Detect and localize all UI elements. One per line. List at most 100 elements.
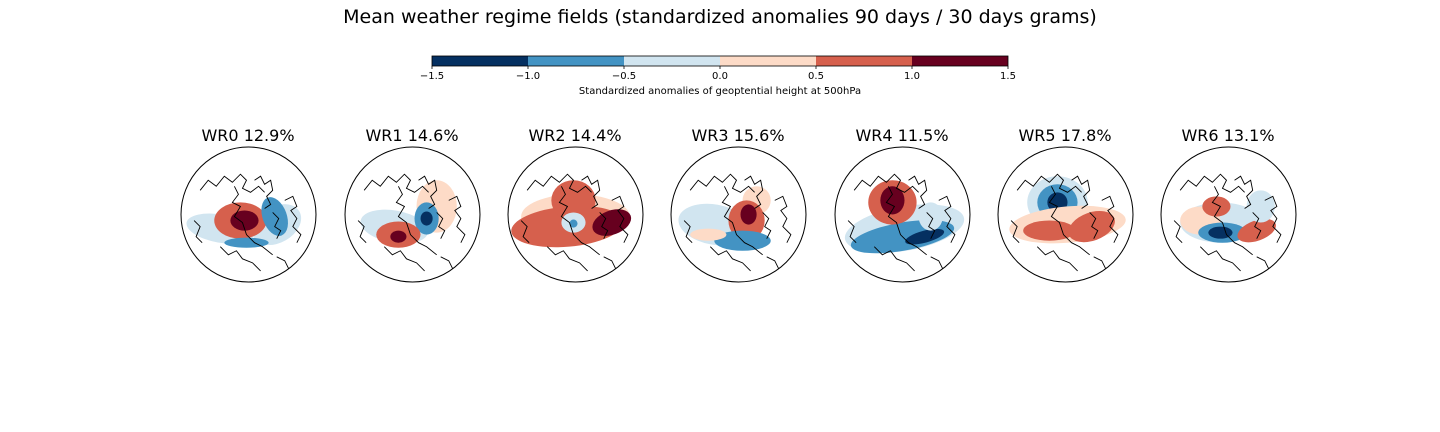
anomaly-contour xyxy=(569,219,578,228)
coastline xyxy=(744,175,764,209)
coastline xyxy=(395,186,437,256)
regime-panel-wr1: WR1 14.6% xyxy=(332,124,492,294)
map-boundary xyxy=(834,146,971,283)
polar-map xyxy=(834,146,971,283)
coastline xyxy=(689,173,755,193)
coastline xyxy=(1101,195,1119,243)
anomaly-contour xyxy=(551,180,596,221)
coastline xyxy=(611,195,629,243)
coastline xyxy=(284,195,302,243)
polar-map xyxy=(670,146,807,283)
coastline xyxy=(599,212,609,239)
coastline xyxy=(357,220,367,244)
colorbar-tick-label: 1.5 xyxy=(1000,71,1016,82)
polar-map xyxy=(180,146,317,283)
coastline xyxy=(938,195,956,243)
colorbar: −1.5 −1.0 −0.5 0.0 0.5 1.0 1.5 Standardized ano… xyxy=(420,55,1016,97)
map-boundary xyxy=(180,146,317,283)
coastline xyxy=(1010,220,1020,244)
map-boundary xyxy=(344,146,481,283)
colorbar-tick-label: −0.5 xyxy=(612,71,636,82)
coastline xyxy=(766,256,780,270)
coastline xyxy=(709,246,751,272)
coastline xyxy=(520,220,530,244)
regime-panel-wr6: WR6 13.1% xyxy=(1148,124,1308,294)
map-boundary xyxy=(507,146,644,283)
coastline xyxy=(436,212,446,239)
panel-title: WR2 14.4% xyxy=(528,126,622,145)
polar-map xyxy=(997,146,1134,283)
colorbar-segment xyxy=(720,56,816,66)
anomaly-contour xyxy=(880,186,905,215)
coastline xyxy=(193,220,203,244)
map-boundary xyxy=(670,146,807,283)
coastline xyxy=(1211,186,1253,256)
colorbar-segment xyxy=(432,56,528,66)
regime-panel-wr0: WR0 12.9% xyxy=(168,124,328,294)
coastline xyxy=(363,173,429,193)
panel-title: WR4 11.5% xyxy=(855,126,949,145)
coastline xyxy=(1071,175,1091,209)
coastline xyxy=(1256,256,1270,270)
coastline xyxy=(930,256,944,270)
coastline xyxy=(276,256,290,270)
coastline xyxy=(1093,256,1107,270)
coastline xyxy=(1199,246,1241,272)
panel-title: WR5 17.8% xyxy=(1018,126,1112,145)
anomaly-contour xyxy=(420,211,433,226)
coastline xyxy=(219,246,261,272)
anomaly-contour xyxy=(230,210,259,231)
colorbar-segment xyxy=(528,56,624,66)
colorbar-tick-label: −1.0 xyxy=(516,71,540,82)
coastline xyxy=(721,186,763,256)
map-boundary xyxy=(1160,146,1297,283)
anomaly-contour xyxy=(224,237,269,248)
anomaly-contour xyxy=(1246,190,1275,223)
map-background xyxy=(345,147,480,282)
coastline xyxy=(853,173,919,193)
anomaly-contour xyxy=(261,197,288,236)
regime-panel-wr3: WR3 15.6% xyxy=(658,124,818,294)
coastline xyxy=(1089,212,1099,239)
coastline xyxy=(1016,173,1082,193)
panel-title: WR1 14.6% xyxy=(365,126,459,145)
regime-panel-wr5: WR5 17.8% xyxy=(985,124,1145,294)
coastline xyxy=(558,186,600,256)
coastline xyxy=(440,256,454,270)
figure-title: Mean weather regime fields (standardized… xyxy=(343,6,1097,28)
panel-title: WR6 13.1% xyxy=(1181,126,1275,145)
polar-map xyxy=(344,146,481,283)
panel-title: WR3 15.6% xyxy=(691,126,785,145)
coastline xyxy=(231,186,273,256)
anomaly-contour xyxy=(740,204,757,225)
anomaly-contour xyxy=(390,230,407,243)
coastline xyxy=(1264,195,1282,243)
coastline xyxy=(1252,212,1262,239)
colorbar-segment xyxy=(912,56,1008,66)
coastline xyxy=(683,220,693,244)
coastline xyxy=(847,220,857,244)
anomaly-contour xyxy=(1023,220,1076,241)
polar-map xyxy=(1160,146,1297,283)
anomaly-contour xyxy=(905,228,945,245)
coastline xyxy=(885,186,927,256)
coastline xyxy=(383,246,425,272)
coastline xyxy=(873,246,915,272)
regime-panel-wr4: WR4 11.5% xyxy=(822,124,982,294)
anomaly-contour xyxy=(1237,218,1276,243)
colorbar-segment xyxy=(816,56,912,66)
coastline xyxy=(546,246,588,272)
coastline xyxy=(418,175,438,209)
regime-panel-wr2: WR2 14.4% xyxy=(495,124,655,294)
anomaly-contour xyxy=(1208,226,1233,239)
coastline xyxy=(762,212,772,239)
colorbar-segment xyxy=(624,56,720,66)
coastline xyxy=(581,175,601,209)
coastline xyxy=(1234,175,1254,209)
colorbar-tick-label: 0.5 xyxy=(808,71,824,82)
coastline xyxy=(1179,173,1245,193)
coastline xyxy=(1048,186,1090,256)
coastline xyxy=(1036,246,1078,272)
panel-title: WR0 12.9% xyxy=(201,126,295,145)
anomaly-contour xyxy=(1202,196,1231,217)
